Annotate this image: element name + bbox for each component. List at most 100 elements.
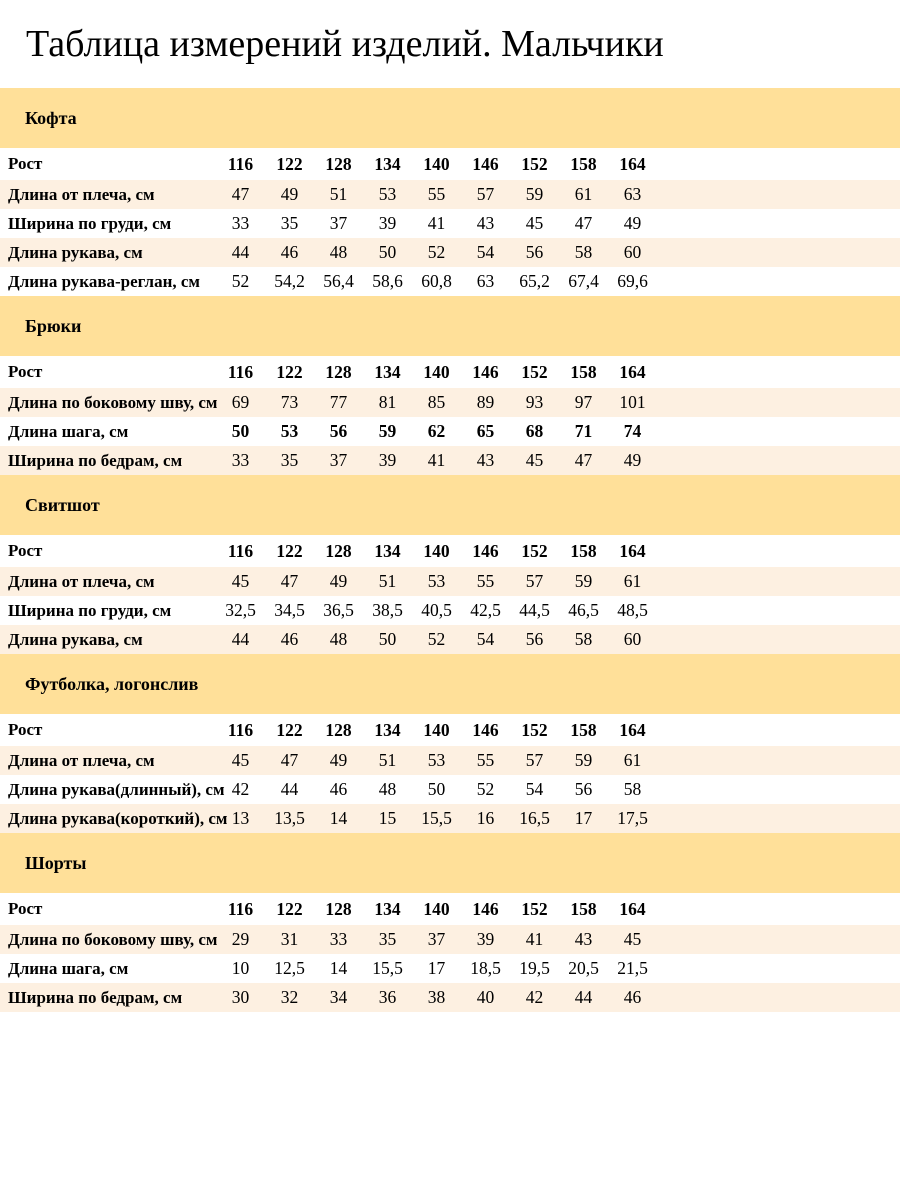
measure-value: 93 <box>525 392 544 412</box>
size-value: 146 <box>472 540 499 561</box>
measure-value: 63 <box>476 271 495 291</box>
measure-label: Длина от плеча, см <box>8 184 155 204</box>
measure-value: 15,5 <box>372 958 403 978</box>
measure-value: 45 <box>525 450 544 470</box>
measure-value: 97 <box>574 392 593 412</box>
measure-value: 58 <box>574 242 593 262</box>
measure-value: 47 <box>574 213 593 233</box>
size-header-row: Рост 116 122 128 134 140 146 152 158 164 <box>0 356 900 388</box>
measure-value: 30 <box>231 987 250 1007</box>
measure-value: 44 <box>231 629 250 649</box>
measure-value: 58 <box>623 779 642 799</box>
measure-value: 13 <box>231 808 250 828</box>
row-filler <box>657 983 900 1012</box>
measure-value: 42 <box>525 987 544 1007</box>
size-value: 128 <box>325 540 352 561</box>
row-filler <box>657 388 900 417</box>
measure-value: 49 <box>623 213 642 233</box>
measure-value: 49 <box>329 571 348 591</box>
measure-value: 45 <box>231 750 250 770</box>
measure-value: 44 <box>574 987 593 1007</box>
measure-label: Длина по боковому шву, см <box>8 929 218 949</box>
size-table: Рост 116 122 128 134 140 146 152 158 164 Длина от … <box>0 148 900 296</box>
measure-value: 33 <box>329 929 348 949</box>
size-value: 122 <box>276 361 303 382</box>
measure-value: 57 <box>476 184 495 204</box>
measure-value: 29 <box>231 929 250 949</box>
size-table: Рост 116 122 128 134 140 146 152 158 164 Длина по … <box>0 356 900 475</box>
measure-value: 101 <box>619 392 646 412</box>
size-value: 164 <box>619 361 646 382</box>
measure-value: 57 <box>525 750 544 770</box>
section-header: Брюки <box>0 296 900 356</box>
measure-value: 69 <box>231 392 250 412</box>
measure-value: 15,5 <box>421 808 452 828</box>
measure-value: 44,5 <box>519 600 550 620</box>
measure-value: 48 <box>329 242 348 262</box>
size-value: 140 <box>423 361 450 382</box>
size-table: Рост 116 122 128 134 140 146 152 158 164 Длина от … <box>0 535 900 654</box>
measure-value: 59 <box>574 750 593 770</box>
measure-row: Длина от плеча, см 47 49 51 53 55 57 59 61 63 <box>0 180 900 209</box>
measure-value: 36 <box>378 987 397 1007</box>
size-value: 164 <box>619 898 646 919</box>
measure-value: 40 <box>476 987 495 1007</box>
size-value: 152 <box>521 153 548 174</box>
size-value: 128 <box>325 153 352 174</box>
measure-row: Ширина по бедрам, см 30 32 34 36 38 40 42 44 46 <box>0 983 900 1012</box>
size-value: 134 <box>374 540 401 561</box>
measure-value: 15 <box>378 808 397 828</box>
measure-value: 52 <box>427 629 446 649</box>
size-value: 122 <box>276 719 303 740</box>
measure-value: 46 <box>623 987 642 1007</box>
size-value: 158 <box>570 540 597 561</box>
measure-value: 55 <box>476 571 495 591</box>
measure-value: 49 <box>280 184 299 204</box>
measure-value: 32,5 <box>225 600 256 620</box>
measure-value: 18,5 <box>470 958 501 978</box>
section-header: Футболка, логонслив <box>0 654 900 714</box>
measure-value: 21,5 <box>617 958 648 978</box>
size-value: 116 <box>227 540 254 561</box>
measure-label: Длина шага, см <box>8 958 129 978</box>
size-value: 158 <box>570 153 597 174</box>
measure-value: 48,5 <box>617 600 648 620</box>
measure-value: 58 <box>574 629 593 649</box>
measure-row: Длина шага, см 50 53 56 59 62 65 68 71 74 <box>0 417 900 446</box>
measure-value: 63 <box>623 184 642 204</box>
measure-value: 47 <box>231 184 250 204</box>
measure-row: Длина от плеча, см 45 47 49 51 53 55 57 59 61 <box>0 746 900 775</box>
size-value: 128 <box>325 898 352 919</box>
product-section-4: Футболка, логонслив Рост 116 122 128 134 140 14… <box>0 654 900 833</box>
measure-value: 48 <box>378 779 397 799</box>
measure-label: Ширина по бедрам, см <box>8 450 183 470</box>
section-title: Кофта <box>25 107 77 128</box>
measure-value: 43 <box>574 929 593 949</box>
size-value: 164 <box>619 540 646 561</box>
measure-value: 52 <box>476 779 495 799</box>
measure-value: 13,5 <box>274 808 305 828</box>
row-filler <box>657 446 900 475</box>
measure-value: 50 <box>378 629 397 649</box>
size-value: 116 <box>227 153 254 174</box>
measure-row: Ширина по груди, см 33 35 37 39 41 43 45 47 49 <box>0 209 900 238</box>
measure-value: 51 <box>378 571 397 591</box>
row-filler <box>657 148 900 180</box>
size-value: 152 <box>521 719 548 740</box>
measure-label: Длина рукава, см <box>8 242 143 262</box>
measure-label: Длина рукава(короткий), см <box>8 808 228 828</box>
measure-value: 45 <box>623 929 642 949</box>
size-value: 140 <box>423 540 450 561</box>
measure-value: 35 <box>280 213 299 233</box>
size-header-label: Рост <box>8 899 43 918</box>
measure-value: 85 <box>427 392 446 412</box>
measure-label: Ширина по груди, см <box>8 213 172 233</box>
size-value: 140 <box>423 898 450 919</box>
measure-value: 60 <box>623 629 642 649</box>
measure-value: 17 <box>427 958 446 978</box>
measure-value: 34 <box>329 987 348 1007</box>
measure-value: 61 <box>574 184 593 204</box>
size-value: 134 <box>374 898 401 919</box>
measure-value: 54 <box>476 629 495 649</box>
measure-value: 69,6 <box>617 271 648 291</box>
